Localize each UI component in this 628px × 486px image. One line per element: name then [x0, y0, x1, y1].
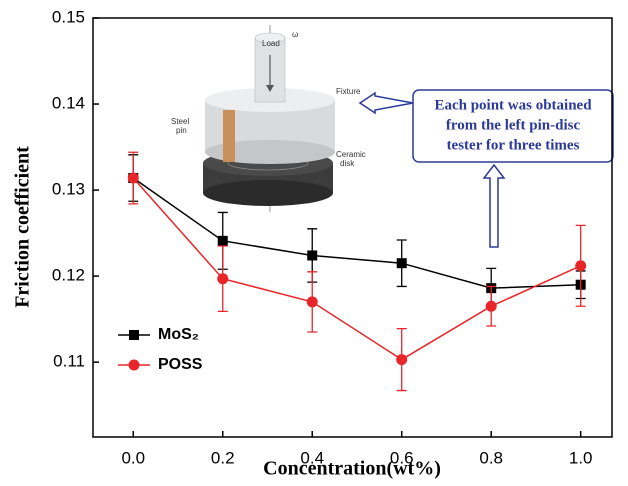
- legend-marker: [129, 330, 139, 340]
- annotation: Each point was obtained: [434, 97, 592, 113]
- x-tick-label: 0.6: [390, 448, 414, 467]
- y-tick-label: 0.12: [52, 266, 85, 285]
- point: [217, 273, 228, 284]
- y-axis-label: Friction coefficient: [12, 146, 34, 308]
- point: [128, 173, 139, 184]
- y-tick-label: 0.15: [52, 7, 85, 26]
- plot-frame: [93, 18, 612, 437]
- inset-label: ω: [292, 30, 298, 39]
- annotation: from the left pin-disc: [446, 117, 581, 133]
- series-line: [133, 178, 580, 360]
- inset-label: pin: [176, 126, 187, 135]
- legend-label: MoS₂: [158, 326, 199, 343]
- inset-label: Ceramic: [336, 150, 366, 159]
- inset-label: Fixture: [336, 87, 361, 96]
- point: [307, 250, 317, 260]
- x-axis-label: Concentration(wt%): [263, 458, 441, 480]
- annotation-box: [360, 90, 613, 247]
- y-tick-label: 0.11: [53, 352, 85, 371]
- point: [486, 301, 497, 312]
- chart: Load ω Fixture Steel pin Ceramic disk Ea…: [0, 0, 628, 486]
- series-line: [133, 178, 580, 288]
- point: [307, 296, 318, 307]
- x-tick-label: 1.0: [569, 448, 593, 467]
- point: [397, 258, 407, 268]
- x-tick-label: 0.0: [121, 448, 145, 467]
- inset-label: disk: [340, 159, 355, 168]
- inset-diagram: [203, 25, 335, 212]
- legend-marker: [129, 360, 140, 371]
- y-tick-label: 0.13: [52, 180, 85, 199]
- y-tick-label: 0.14: [52, 94, 85, 113]
- point: [396, 354, 407, 365]
- x-tick-label: 0.4: [300, 448, 324, 467]
- x-tick-label: 0.2: [211, 448, 235, 467]
- inset-label: Steel: [171, 117, 189, 126]
- x-tick-label: 0.8: [479, 448, 503, 467]
- inset-label: Load: [262, 39, 280, 48]
- point: [218, 236, 228, 246]
- legend-label: POSS: [158, 356, 203, 373]
- annotation: tester for three times: [447, 137, 580, 153]
- point: [575, 260, 586, 271]
